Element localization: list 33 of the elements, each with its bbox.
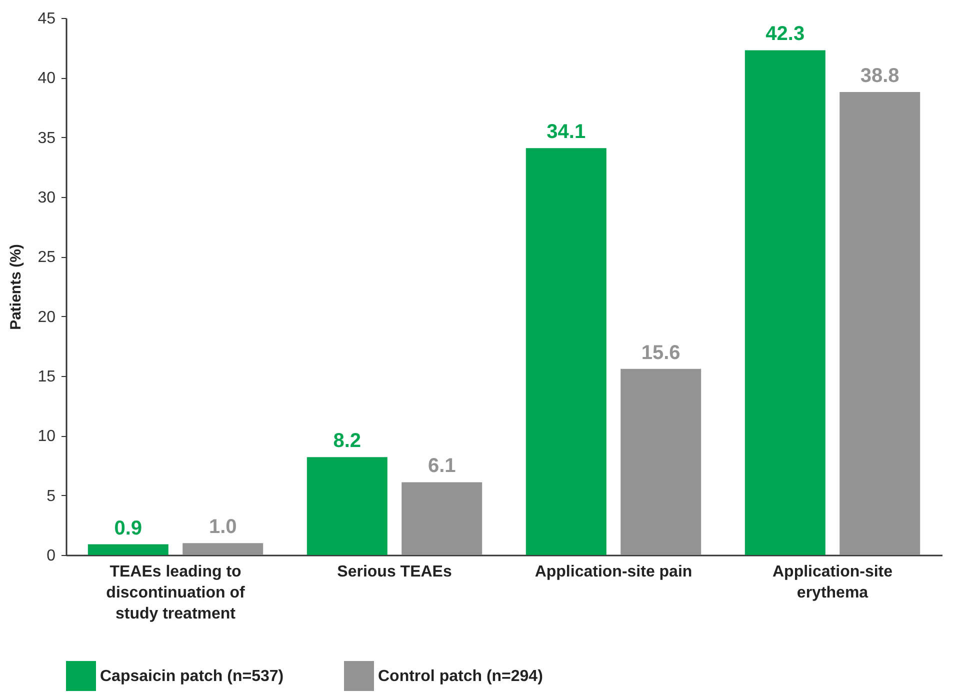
x-tick-label: TEAEs leading to discontinuation of study treatment: [106, 564, 246, 622]
bar: [88, 544, 168, 555]
x-tick-label: Application-site erythema: [772, 564, 893, 602]
y-tick-label: 5: [46, 488, 56, 505]
bar: [402, 482, 482, 555]
x-tick-label: Application-site pain: [534, 564, 692, 580]
y-tick-label: 40: [38, 70, 56, 88]
x-tick-label: Serious TEAEs: [337, 564, 452, 580]
y-tick-label: 35: [38, 130, 56, 147]
data-label: 8.2: [333, 430, 362, 452]
bar: [526, 148, 606, 555]
bar: [744, 50, 826, 555]
bar: [620, 368, 702, 555]
bar: [182, 543, 264, 555]
legend-label: Control patch (n=294): [378, 668, 543, 685]
data-label: 6.1: [428, 455, 456, 478]
data-label: 1.0: [208, 516, 237, 538]
y-axis-title: Patients (%): [8, 244, 25, 330]
y-tick-label: 10: [38, 428, 56, 446]
y-tick-label: 15: [38, 368, 56, 386]
data-label: 34.1: [546, 121, 586, 144]
data-label: 0.9: [114, 517, 142, 540]
bar: [840, 92, 920, 555]
data-label: 15.6: [641, 342, 680, 364]
data-label: 38.8: [860, 64, 900, 87]
y-tick-label: 30: [38, 190, 56, 206]
y-tick-label: 0: [46, 548, 56, 564]
y-tick-label: 45: [38, 10, 56, 28]
legend-label: Capsaicin patch (n=537): [100, 668, 284, 685]
y-tick-label: 25: [38, 249, 56, 266]
data-label: 42.3: [766, 23, 805, 46]
bar: [306, 457, 388, 555]
y-tick-label: 20: [38, 308, 56, 326]
